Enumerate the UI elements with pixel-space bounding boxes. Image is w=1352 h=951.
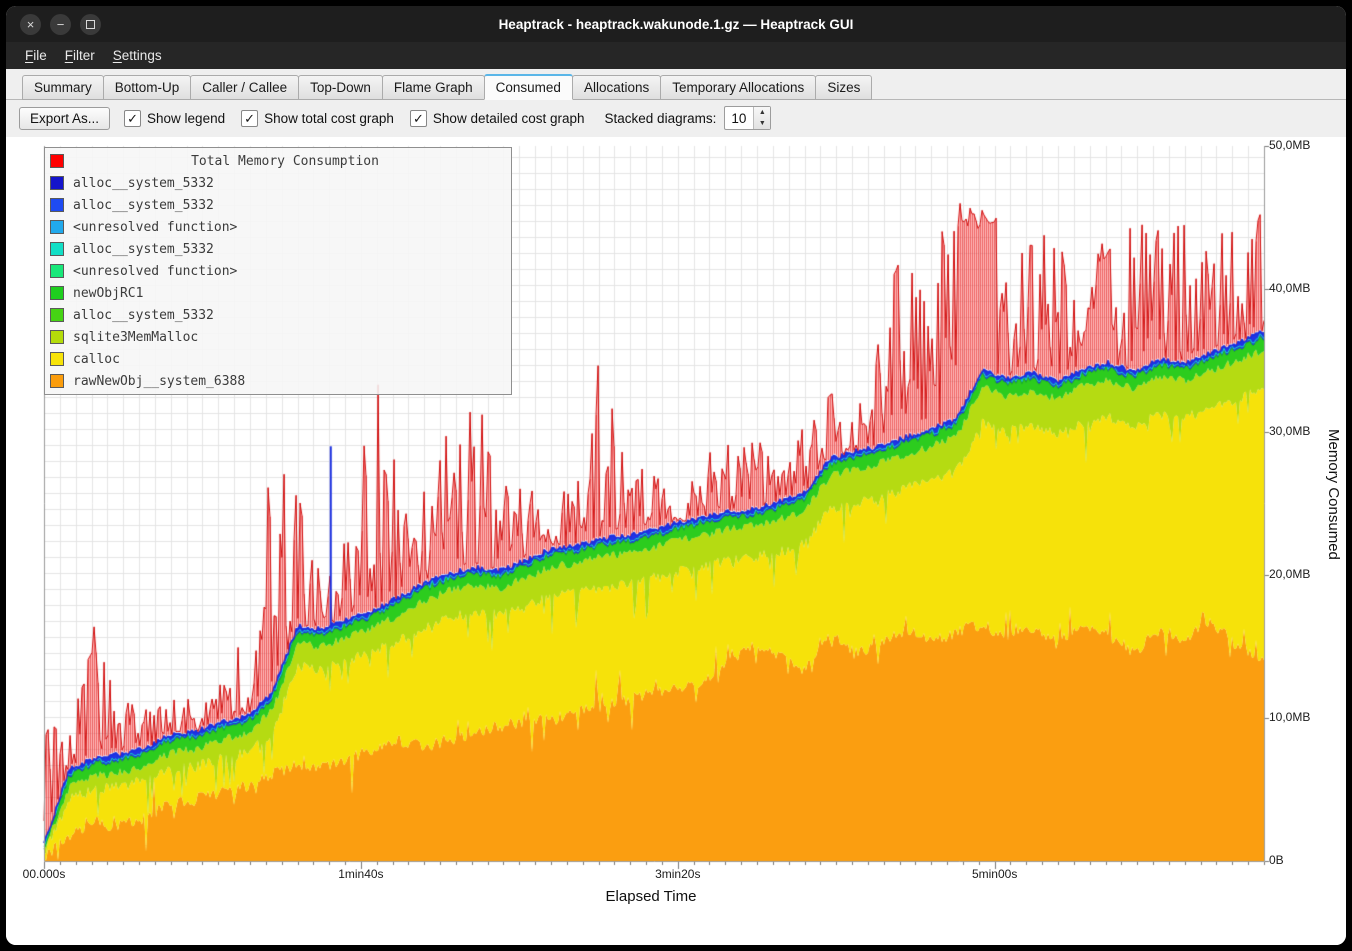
legend-item-label: alloc__system_5332 — [73, 307, 214, 323]
legend-swatch — [50, 154, 64, 168]
tab-top-down[interactable]: Top-Down — [298, 75, 383, 100]
show-legend-checkbox[interactable]: ✓ Show legend — [124, 109, 226, 127]
legend-item: alloc__system_5332 — [45, 194, 511, 216]
tab-consumed[interactable]: Consumed — [483, 74, 573, 100]
checkbox-label: Show legend — [147, 110, 226, 126]
export-as-button[interactable]: Export As... — [19, 106, 111, 130]
legend-swatch — [50, 308, 64, 322]
show-total-cost-graph-checkbox[interactable]: ✓ Show total cost graph — [241, 109, 394, 127]
stacked-diagrams-label: Stacked diagrams: — [604, 110, 717, 126]
app-window: × − Heaptrack - heaptrack.wakunode.1.gz … — [6, 6, 1346, 945]
y-tick-label: 0B — [1269, 853, 1284, 867]
spinner-arrows: ▲ ▼ — [753, 107, 771, 129]
legend-item-label: alloc__system_5332 — [73, 197, 214, 213]
x-tick-label: 3min20s — [655, 867, 701, 881]
legend-title: Total Memory Consumption — [191, 153, 379, 169]
y-tick-label: 30,0MB — [1269, 424, 1311, 438]
window-controls: × − — [20, 13, 101, 35]
tab-bottom-up[interactable]: Bottom-Up — [102, 75, 192, 100]
tab-flame-graph[interactable]: Flame Graph — [381, 75, 485, 100]
legend-item-label: rawNewObj__system_6388 — [73, 373, 246, 389]
checkbox-group: ✓ Show legend ✓ Show total cost graph ✓ Show … — [124, 109, 585, 127]
legend-title-row: Total Memory Consumption — [45, 150, 511, 172]
legend-item: newObjRC1 — [45, 282, 511, 304]
legend-item-label: alloc__system_5332 — [73, 175, 214, 191]
legend-item: alloc__system_5332 — [45, 304, 511, 326]
chart-legend: Total Memory Consumption alloc__system_53… — [44, 147, 512, 395]
y-axis-title: Memory Consumed — [1325, 429, 1342, 560]
maximize-icon — [86, 19, 95, 29]
consumed-chart: Total Memory Consumption alloc__system_53… — [6, 137, 1346, 945]
y-tick-label: 40,0MB — [1269, 281, 1311, 295]
x-tick-label: 00.000s — [22, 867, 66, 881]
stacked-diagrams-spinner[interactable]: 10 ▲ ▼ — [724, 106, 772, 130]
legend-swatch — [50, 242, 64, 256]
x-tick-label: 5min00s — [971, 867, 1018, 881]
legend-item: alloc__system_5332 — [45, 172, 511, 194]
y-tick-label: 10,0MB — [1269, 710, 1311, 724]
close-button[interactable]: × — [20, 13, 41, 35]
checkbox-label: Show total cost graph — [264, 110, 394, 126]
close-icon: × — [26, 16, 35, 32]
tab-temporary-allocations[interactable]: Temporary Allocations — [660, 75, 817, 100]
legend-item-label: <unresolved function> — [73, 263, 238, 279]
tab-bar: Summary Bottom-Up Caller / Callee Top-Down F… — [6, 69, 1346, 100]
legend-item-label: alloc__system_5332 — [73, 241, 214, 257]
legend-item-label: <unresolved function> — [73, 219, 238, 235]
spinner-down-icon[interactable]: ▼ — [758, 120, 766, 127]
spinner-value: 10 — [731, 110, 747, 126]
legend-swatch — [50, 264, 64, 278]
y-tick-label: 50,0MB — [1269, 138, 1311, 152]
legend-item-label: calloc — [73, 351, 120, 367]
tab-sizes[interactable]: Sizes — [815, 75, 873, 100]
y-tick-label: 20,0MB — [1269, 567, 1311, 581]
tab-summary[interactable]: Summary — [22, 75, 104, 100]
checkbox-label: Show detailed cost graph — [432, 110, 585, 126]
titlebar: × − Heaptrack - heaptrack.wakunode.1.gz … — [6, 6, 1346, 42]
window-title: Heaptrack - heaptrack.wakunode.1.gz — He… — [498, 16, 854, 32]
legend-swatch — [50, 330, 64, 344]
checkbox-box: ✓ — [409, 109, 427, 127]
legend-item-label: newObjRC1 — [73, 285, 144, 301]
legend-swatch — [50, 198, 64, 212]
legend-item-label: sqlite3MemMalloc — [73, 329, 199, 345]
legend-item: rawNewObj__system_6388 — [45, 370, 511, 392]
legend-item: <unresolved function> — [45, 260, 511, 282]
legend-swatch — [50, 374, 64, 388]
checkbox-box: ✓ — [124, 109, 142, 127]
toolbar: Export As... ✓ Show legend ✓ Show total cos… — [6, 100, 1346, 137]
show-detailed-cost-graph-checkbox[interactable]: ✓ Show detailed cost graph — [409, 109, 585, 127]
legend-swatch — [50, 286, 64, 300]
legend-swatch — [50, 220, 64, 234]
maximize-button[interactable] — [80, 13, 101, 35]
tab-allocations[interactable]: Allocations — [571, 75, 662, 100]
checkbox-box: ✓ — [241, 109, 259, 127]
x-axis-title: Elapsed Time — [605, 888, 697, 905]
x-tick-label: 1min40s — [338, 867, 384, 881]
spinner-up-icon[interactable]: ▲ — [758, 109, 766, 116]
legend-item: sqlite3MemMalloc — [45, 326, 511, 348]
legend-item: alloc__system_5332 — [45, 238, 511, 260]
legend-item: <unresolved function> — [45, 216, 511, 238]
legend-item: calloc — [45, 348, 511, 370]
legend-swatch — [50, 176, 64, 190]
tab-caller-callee[interactable]: Caller / Callee — [190, 75, 300, 100]
minimize-button[interactable]: − — [50, 13, 71, 35]
legend-swatch — [50, 352, 64, 366]
minimize-icon: − — [56, 16, 65, 32]
